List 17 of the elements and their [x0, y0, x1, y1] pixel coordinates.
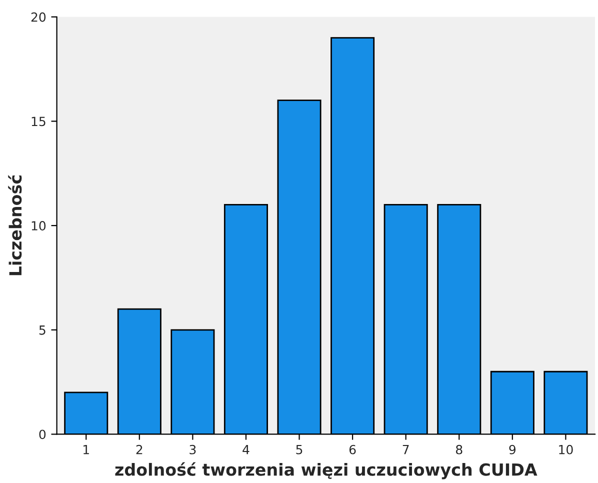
y-tick-label: 15 — [32, 116, 46, 126]
x-tick-label: 3 — [190, 444, 196, 454]
x-tick-label: 6 — [349, 444, 356, 454]
y-tick-label: 20 — [31, 12, 46, 22]
x-tick-label: 8 — [456, 444, 462, 454]
x-tick-label: 4 — [242, 445, 250, 454]
x-axis-title: zdolność tworzenia więzi uczuciowych CUIDA — [115, 462, 538, 480]
x-tick-label: 9 — [509, 444, 516, 454]
x-tick-label: 2 — [136, 444, 142, 454]
y-tick-label: 5 — [39, 326, 46, 335]
x-tick-label: 10 — [559, 444, 573, 454]
y-tick-label: 0 — [39, 430, 46, 440]
y-axis-title: Liczebność — [8, 175, 22, 276]
x-tick-label: 1 — [84, 445, 89, 454]
x-tick-label: 5 — [296, 445, 302, 454]
x-tick-label: 7 — [402, 445, 409, 454]
y-tick-label: 10 — [32, 221, 46, 230]
